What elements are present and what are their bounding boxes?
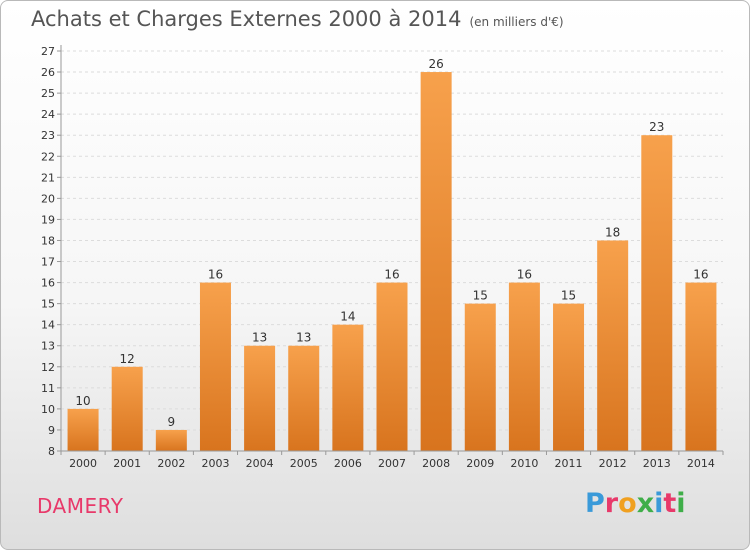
bar xyxy=(508,282,540,451)
bar xyxy=(420,72,452,451)
labels: 8 9 10 11 12 13 14 15 16 17 18 19 20 21 22 23 24 25 26 27 10… xyxy=(41,45,715,470)
y-tick-label: 16 xyxy=(41,277,55,290)
y-tick-label: 12 xyxy=(41,361,55,374)
y-tick-label: 27 xyxy=(41,45,55,58)
x-tick-label: 2001 xyxy=(113,457,141,470)
x-tick-label: 2000 xyxy=(69,457,97,470)
x-tick-label: 2007 xyxy=(378,457,406,470)
x-tick-label: 2013 xyxy=(643,457,671,470)
data-label: 14 xyxy=(340,310,355,324)
x-tick-label: 2010 xyxy=(510,457,538,470)
y-tick-label: 21 xyxy=(41,171,55,184)
bars xyxy=(67,72,717,452)
x-tick-label: 2002 xyxy=(157,457,185,470)
brand-letter: r xyxy=(604,488,619,519)
bar xyxy=(199,282,231,451)
brand-letter: i xyxy=(676,488,686,519)
y-tick-label: 18 xyxy=(41,234,55,247)
y-tick-label: 19 xyxy=(41,213,55,226)
chart-title: Achats et Charges Externes 2000 à 2014 (e… xyxy=(31,7,564,31)
data-label: 16 xyxy=(208,268,223,282)
y-tick-label: 17 xyxy=(41,256,55,269)
chart-subtitle: (en milliers d'€) xyxy=(469,15,564,29)
data-label: 23 xyxy=(649,120,664,134)
y-tick-label: 20 xyxy=(41,192,55,205)
bar xyxy=(553,303,585,451)
brand-letter: t xyxy=(663,488,677,519)
bar xyxy=(597,240,629,451)
data-label: 16 xyxy=(693,268,708,282)
chart-title-text: Achats et Charges Externes 2000 à 2014 xyxy=(31,7,462,31)
y-tick-label: 25 xyxy=(41,87,55,100)
data-label: 10 xyxy=(75,394,90,408)
bar xyxy=(155,429,187,451)
x-tick-label: 2003 xyxy=(201,457,229,470)
brand-letter: o xyxy=(618,488,637,519)
bar xyxy=(332,324,364,451)
y-tick-label: 23 xyxy=(41,129,55,142)
data-label: 13 xyxy=(252,331,267,345)
y-tick-label: 13 xyxy=(41,340,55,353)
data-label: 12 xyxy=(120,352,135,366)
y-tick-label: 24 xyxy=(41,108,55,121)
bar xyxy=(288,345,320,451)
y-tick-label: 11 xyxy=(41,382,55,395)
data-label: 26 xyxy=(428,57,443,71)
y-tick-label: 9 xyxy=(48,424,55,437)
y-tick-label: 14 xyxy=(41,319,55,332)
x-tick-label: 2009 xyxy=(466,457,494,470)
data-label: 15 xyxy=(473,289,488,303)
data-label: 16 xyxy=(384,268,399,282)
data-label: 16 xyxy=(517,268,532,282)
y-tick-label: 8 xyxy=(48,445,55,458)
bar xyxy=(111,366,143,451)
brand-letter: P xyxy=(585,488,605,519)
data-label: 18 xyxy=(605,225,620,239)
city-name: DAMERY xyxy=(37,494,124,518)
bar xyxy=(464,303,496,451)
bar xyxy=(244,345,276,451)
x-tick-label: 2011 xyxy=(555,457,583,470)
y-tick-label: 22 xyxy=(41,150,55,163)
brand-letter: i xyxy=(654,488,664,519)
x-tick-label: 2008 xyxy=(422,457,450,470)
y-tick-label: 15 xyxy=(41,298,55,311)
data-label: 15 xyxy=(561,289,576,303)
x-tick-label: 2004 xyxy=(246,457,274,470)
bar xyxy=(376,282,408,451)
data-label: 9 xyxy=(168,415,176,429)
brand-letter: x xyxy=(636,488,655,519)
y-tick-label: 10 xyxy=(41,403,55,416)
x-tick-label: 2012 xyxy=(599,457,627,470)
data-label: 13 xyxy=(296,331,311,345)
bar xyxy=(67,408,99,451)
bar xyxy=(685,282,717,451)
x-tick-label: 2014 xyxy=(687,457,715,470)
x-tick-label: 2006 xyxy=(334,457,362,470)
proxiti-logo: Proxiti xyxy=(585,488,686,519)
axes xyxy=(57,45,724,455)
y-tick-label: 26 xyxy=(41,66,55,79)
bar xyxy=(641,135,673,452)
x-tick-label: 2005 xyxy=(290,457,318,470)
